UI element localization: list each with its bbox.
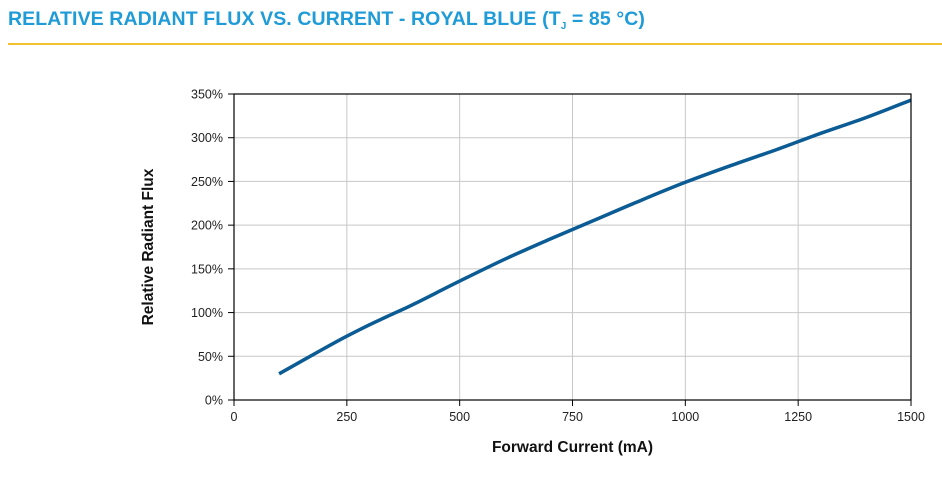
y-tick-label: 100% bbox=[191, 306, 223, 320]
data-point bbox=[820, 133, 821, 134]
x-tick-label: 0 bbox=[231, 410, 238, 424]
x-tick-label: 1250 bbox=[784, 410, 812, 424]
y-axis-label: Relative Radiant Flux bbox=[140, 168, 157, 325]
y-tick-label: 50% bbox=[198, 350, 223, 364]
y-tick-label: 200% bbox=[191, 219, 223, 233]
data-point bbox=[865, 117, 866, 118]
y-tick-label: 150% bbox=[191, 262, 223, 276]
data-point bbox=[459, 281, 460, 282]
title-prefix: RELATIVE RADIANT FLUX VS. CURRENT - ROYA… bbox=[8, 8, 561, 30]
title-subscript: J bbox=[560, 21, 567, 32]
data-point bbox=[391, 314, 392, 315]
x-tick-label: 250 bbox=[336, 410, 357, 424]
data-point bbox=[640, 200, 641, 201]
y-tick-label: 350% bbox=[191, 88, 223, 102]
data-point bbox=[549, 239, 550, 240]
chart-title: RELATIVE RADIANT FLUX VS. CURRENT - ROYA… bbox=[8, 8, 645, 32]
data-point bbox=[369, 324, 370, 325]
y-tick-label: 250% bbox=[191, 175, 223, 189]
data-point bbox=[504, 259, 505, 260]
data-point bbox=[414, 303, 415, 304]
data-point bbox=[730, 165, 731, 166]
data-point bbox=[595, 219, 596, 220]
title-underline bbox=[8, 43, 942, 45]
y-tick-label: 0% bbox=[205, 394, 223, 408]
plot-frame bbox=[233, 93, 912, 401]
y-tick-labels: 0% 50% 100% 150% 200% 250% 300% 350% bbox=[191, 88, 223, 408]
x-tick-label: 1000 bbox=[671, 410, 699, 424]
data-point bbox=[324, 348, 325, 349]
y-tick-label: 300% bbox=[191, 131, 223, 145]
data-point bbox=[775, 149, 776, 150]
x-tick-label: 1500 bbox=[897, 410, 925, 424]
title-suffix: = 85 °C) bbox=[566, 8, 645, 30]
x-tick-label: 500 bbox=[449, 410, 470, 424]
data-point bbox=[279, 373, 280, 374]
x-tick-labels: 0 250 500 750 1000 1250 1500 bbox=[231, 410, 925, 424]
x-axis-label: Forward Current (mA) bbox=[492, 439, 653, 456]
x-tick-label: 750 bbox=[562, 410, 583, 424]
data-point bbox=[346, 336, 347, 337]
grid-lines bbox=[228, 93, 912, 406]
series-layer bbox=[278, 98, 912, 376]
series-line-0 bbox=[278, 98, 912, 376]
data-point bbox=[685, 182, 686, 183]
